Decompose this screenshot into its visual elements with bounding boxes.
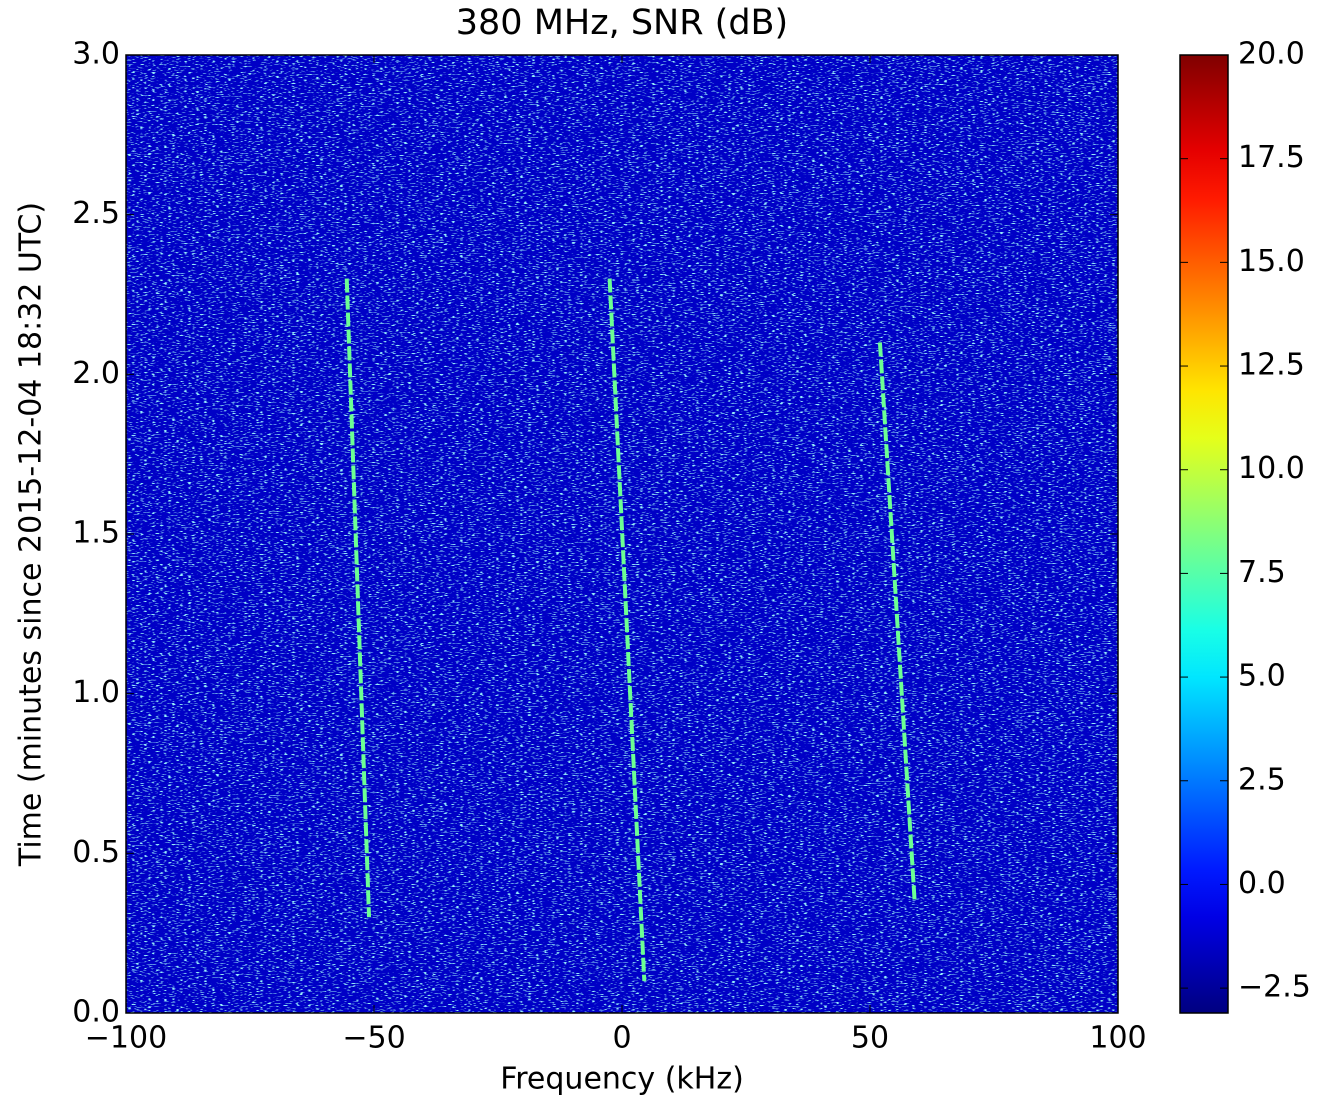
signal-trace: [344, 278, 372, 918]
colorbar-tick-label: 0.0: [1238, 866, 1286, 901]
x-tick-label: −100: [85, 1021, 167, 1056]
y-tick-label: 1.5: [72, 516, 120, 551]
signal-trace: [877, 342, 917, 902]
colorbar-tick-label: 17.5: [1238, 140, 1305, 175]
colorbar-tick-label: 7.5: [1238, 555, 1286, 590]
y-tick-label: 0.5: [72, 835, 120, 870]
x-tick-label: 100: [1089, 1021, 1146, 1056]
colorbar-tick-label: 20.0: [1238, 37, 1305, 72]
colorbar-tick-label: 5.0: [1238, 659, 1286, 694]
colorbar-tick-label: 10.0: [1238, 451, 1305, 486]
colorbar-tick-label: 15.0: [1238, 244, 1305, 279]
y-tick-label: 3.0: [72, 37, 120, 72]
x-tick-label: 0: [612, 1021, 631, 1056]
y-axis-label: Time (minutes since 2015-12-04 18:32 UTC…: [14, 202, 49, 867]
colorbar-tick-label: −2.5: [1238, 970, 1311, 1005]
signal-trace: [607, 278, 647, 982]
colorbar: [1179, 54, 1229, 1014]
y-tick-label: 2.0: [72, 356, 120, 391]
y-tick-label: 1.0: [72, 675, 120, 710]
chart-title: 380 MHz, SNR (dB): [456, 3, 788, 43]
y-tick-label: 0.0: [72, 995, 120, 1030]
x-axis-label: Frequency (kHz): [500, 1062, 744, 1097]
x-tick-label: 50: [851, 1021, 889, 1056]
colorbar-tick-label: 12.5: [1238, 348, 1305, 383]
traces: [344, 278, 917, 982]
x-tick-label: −50: [342, 1021, 405, 1056]
colorbar-tick-label: 2.5: [1238, 762, 1286, 797]
y-tick-label: 2.5: [72, 196, 120, 231]
